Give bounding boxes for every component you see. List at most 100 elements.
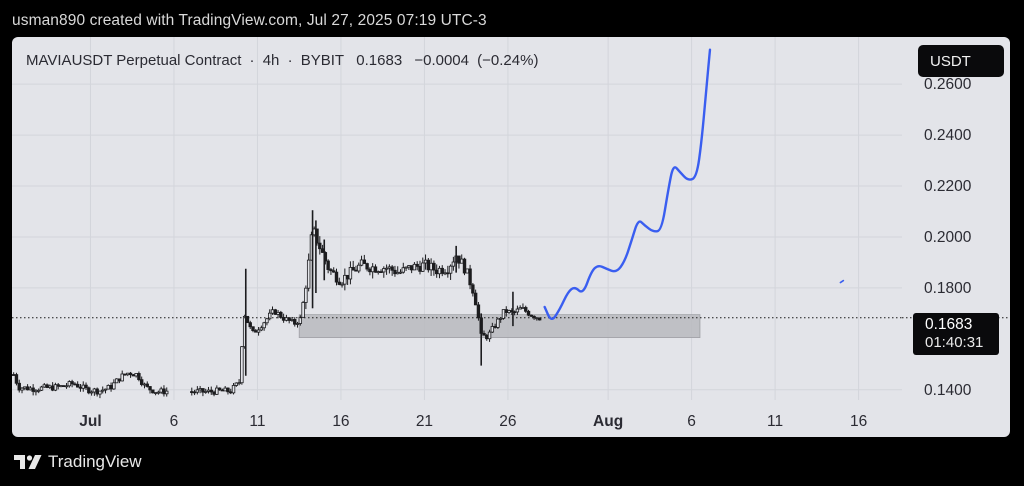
candle-body bbox=[404, 266, 408, 269]
candle-body bbox=[23, 386, 27, 389]
candle-body bbox=[223, 387, 227, 392]
candle-body bbox=[357, 264, 361, 272]
candle-body bbox=[490, 326, 495, 333]
y-axis: 0.1400 0.1800 0.2000 0.2200 0.2400 0.2600 bbox=[924, 76, 972, 399]
candle-body bbox=[20, 387, 24, 391]
projection-path bbox=[543, 48, 712, 321]
candle-body bbox=[37, 389, 41, 392]
x-tick-label: Jul bbox=[79, 413, 101, 430]
candle-body bbox=[17, 382, 21, 391]
candle-body bbox=[359, 259, 364, 266]
candles-group bbox=[12, 210, 542, 399]
candle-body bbox=[418, 266, 422, 272]
candle-body bbox=[98, 390, 102, 395]
candle-body bbox=[462, 258, 467, 274]
candle-body bbox=[95, 388, 99, 395]
y-tick-label: 0.1800 bbox=[924, 280, 972, 297]
projection-stray-mark bbox=[839, 279, 845, 284]
separator: · bbox=[287, 52, 293, 69]
x-tick-label: 16 bbox=[332, 413, 349, 430]
candle-body bbox=[139, 379, 144, 385]
candle-body bbox=[50, 385, 55, 391]
candle-body bbox=[231, 385, 236, 394]
x-tick-label: 11 bbox=[249, 413, 265, 430]
candle-body bbox=[203, 391, 208, 393]
candle-body bbox=[14, 374, 19, 384]
candle-body bbox=[362, 259, 367, 264]
candle-body bbox=[434, 269, 439, 275]
candle-body bbox=[301, 302, 305, 318]
candle-body bbox=[351, 267, 355, 271]
candle-body bbox=[234, 382, 239, 386]
candle-body bbox=[337, 281, 341, 285]
candle-body bbox=[290, 319, 294, 321]
candle-body bbox=[190, 391, 194, 393]
candle-body bbox=[123, 373, 127, 376]
candle-body bbox=[270, 309, 275, 314]
candle-body bbox=[156, 391, 161, 394]
candle-body bbox=[256, 329, 261, 333]
candle-body bbox=[128, 372, 133, 376]
candle-body bbox=[304, 287, 308, 303]
candle-body bbox=[460, 258, 464, 264]
price-chart[interactable]: 0.1400 0.1800 0.2000 0.2200 0.2400 0.2600 Jul… bbox=[12, 37, 1010, 437]
candle-body bbox=[240, 346, 244, 384]
candle-body bbox=[396, 272, 400, 275]
candle-body bbox=[34, 390, 38, 393]
candle-body bbox=[451, 261, 456, 267]
candle-body bbox=[101, 389, 105, 392]
candle-body bbox=[465, 268, 469, 274]
y-tick-label: 0.1400 bbox=[924, 382, 972, 399]
projection-group bbox=[543, 48, 845, 321]
chart-caption: usman890 created with TradingView.com, J… bbox=[12, 12, 487, 29]
candle-body bbox=[340, 283, 344, 286]
candle-body bbox=[332, 270, 336, 273]
candle-body bbox=[84, 384, 88, 389]
candle-body bbox=[485, 334, 489, 340]
candle-body bbox=[376, 271, 380, 274]
candle-body bbox=[354, 269, 358, 272]
candle-body bbox=[103, 388, 108, 391]
symbol-header[interactable]: MAVIAUSDT Perpetual Contract · 4h · BYBI… bbox=[26, 52, 542, 69]
candle-body bbox=[254, 330, 258, 333]
candle-body bbox=[501, 309, 506, 319]
candle-body bbox=[237, 382, 241, 385]
candle-body bbox=[48, 385, 52, 388]
grid-lines bbox=[12, 37, 902, 400]
candle-body bbox=[387, 266, 392, 269]
x-tick-label: 26 bbox=[499, 413, 516, 430]
candle-body bbox=[75, 383, 80, 388]
exchange-label: BYBIT bbox=[300, 52, 345, 69]
candle-body bbox=[384, 267, 389, 270]
candle-body bbox=[446, 272, 450, 275]
interval-label[interactable]: 4h bbox=[262, 52, 280, 69]
candle-body bbox=[42, 384, 46, 388]
y-tick-label: 0.2400 bbox=[924, 127, 972, 144]
candle-body bbox=[529, 314, 534, 317]
candle-body bbox=[390, 266, 394, 271]
candle-body bbox=[515, 308, 520, 313]
symbol-name[interactable]: MAVIAUSDT Perpetual Contract bbox=[26, 52, 242, 69]
candle-body bbox=[457, 255, 461, 264]
footer-brand[interactable]: TradingView bbox=[14, 452, 142, 472]
candle-body bbox=[195, 389, 200, 393]
candle-body bbox=[192, 391, 197, 394]
brand-name: TradingView bbox=[48, 452, 142, 471]
candle-body bbox=[109, 385, 113, 390]
candle-body bbox=[423, 259, 428, 264]
candle-body bbox=[45, 384, 49, 388]
candle-body bbox=[412, 263, 417, 271]
candle-body bbox=[209, 389, 213, 393]
candle-body bbox=[498, 318, 503, 320]
candle-body bbox=[28, 387, 33, 391]
x-tick-label: 21 bbox=[416, 413, 433, 430]
candle-body bbox=[401, 267, 405, 273]
candle-body bbox=[70, 381, 74, 385]
candle-body bbox=[521, 307, 525, 309]
candle-body bbox=[393, 269, 397, 275]
chart-panel[interactable]: 0.1400 0.1800 0.2000 0.2200 0.2400 0.2600 Jul… bbox=[12, 37, 1010, 437]
y-tick-label: 0.2600 bbox=[924, 76, 972, 93]
currency-button[interactable]: USDT bbox=[918, 45, 1004, 77]
candle-body bbox=[345, 274, 350, 280]
candle-body bbox=[89, 391, 94, 394]
